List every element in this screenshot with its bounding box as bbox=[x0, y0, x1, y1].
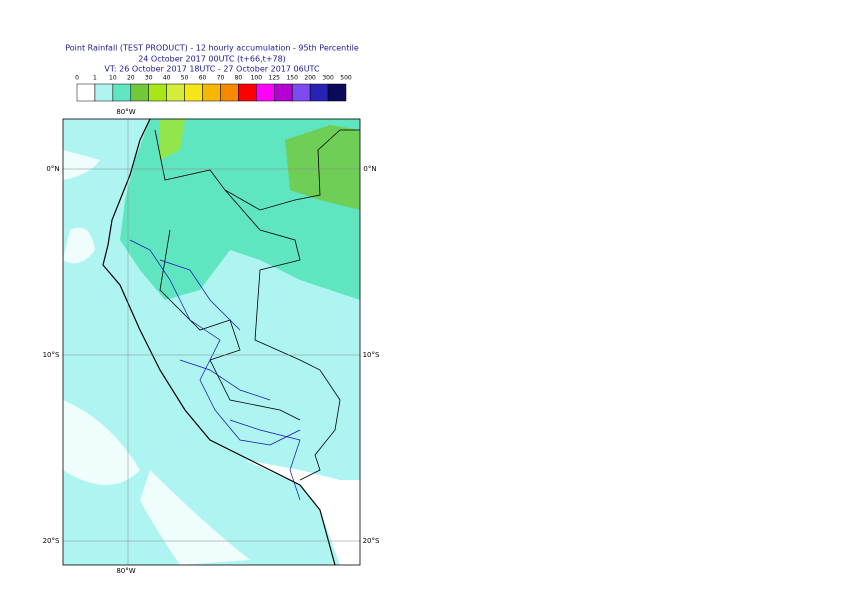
legend-label: 0 bbox=[75, 75, 79, 82]
dry-area bbox=[245, 460, 360, 565]
coastline bbox=[102, 119, 336, 565]
heavier-area bbox=[285, 125, 360, 210]
legend-swatch bbox=[202, 83, 221, 102]
legend-label: 500 bbox=[340, 75, 352, 82]
legend-label: 40 bbox=[163, 75, 171, 82]
lon-label: 80°W bbox=[116, 567, 135, 575]
legend-swatch bbox=[238, 83, 257, 102]
legend-swatch bbox=[220, 83, 239, 102]
legend-label: 100 bbox=[251, 75, 263, 82]
lat-label: 10°S bbox=[363, 351, 380, 359]
map-frame bbox=[62, 118, 361, 566]
legend-label: 80 bbox=[235, 75, 243, 82]
lat-label: 20°S bbox=[43, 537, 60, 545]
legend-swatch bbox=[76, 83, 96, 102]
title: Point Rainfall (TEST PRODUCT) - 12 hourl… bbox=[65, 44, 359, 53]
legend-label: 125 bbox=[269, 75, 281, 82]
legend-label: 300 bbox=[322, 75, 334, 82]
border bbox=[154, 129, 360, 481]
lat-label: 0°N bbox=[46, 165, 59, 173]
legend-label: 30 bbox=[145, 75, 153, 82]
legend-label: 150 bbox=[286, 75, 298, 82]
map bbox=[63, 119, 360, 565]
lon-label: 80°W bbox=[116, 108, 135, 116]
legend-swatch bbox=[166, 83, 185, 102]
legend-swatch bbox=[130, 83, 149, 102]
legend: 0 1 10 20 30 40 50 60 70 80 100 125 150 200 300 500 bbox=[75, 75, 352, 102]
legend-label: 50 bbox=[181, 75, 189, 82]
legend-swatch bbox=[148, 83, 167, 102]
legend-swatch bbox=[309, 83, 329, 102]
legend-label: 10 bbox=[109, 75, 117, 82]
lat-label: 0°N bbox=[363, 165, 376, 173]
legend-swatch bbox=[94, 83, 114, 102]
lat-label: 20°S bbox=[363, 537, 380, 545]
region-border bbox=[129, 239, 301, 501]
legend-swatch bbox=[291, 83, 311, 102]
legend-swatch bbox=[184, 83, 203, 102]
legend-swatch bbox=[327, 83, 347, 102]
legend-swatch bbox=[256, 83, 275, 102]
legend-label: 70 bbox=[217, 75, 225, 82]
legend-label: 200 bbox=[304, 75, 316, 82]
legend-swatch bbox=[112, 83, 132, 102]
dry-area bbox=[63, 150, 250, 565]
legend-label: 1 bbox=[93, 75, 97, 82]
legend-label: 20 bbox=[127, 75, 135, 82]
valid-time: VT: 26 October 2017 18UTC - 27 October 2… bbox=[104, 65, 320, 74]
heavier-area bbox=[160, 119, 185, 160]
subtitle: 24 October 2017 00UTC (t+66,t+78) bbox=[138, 55, 286, 64]
legend-label: 60 bbox=[199, 75, 207, 82]
legend-swatch bbox=[274, 83, 293, 102]
lat-label: 10°S bbox=[43, 351, 60, 359]
